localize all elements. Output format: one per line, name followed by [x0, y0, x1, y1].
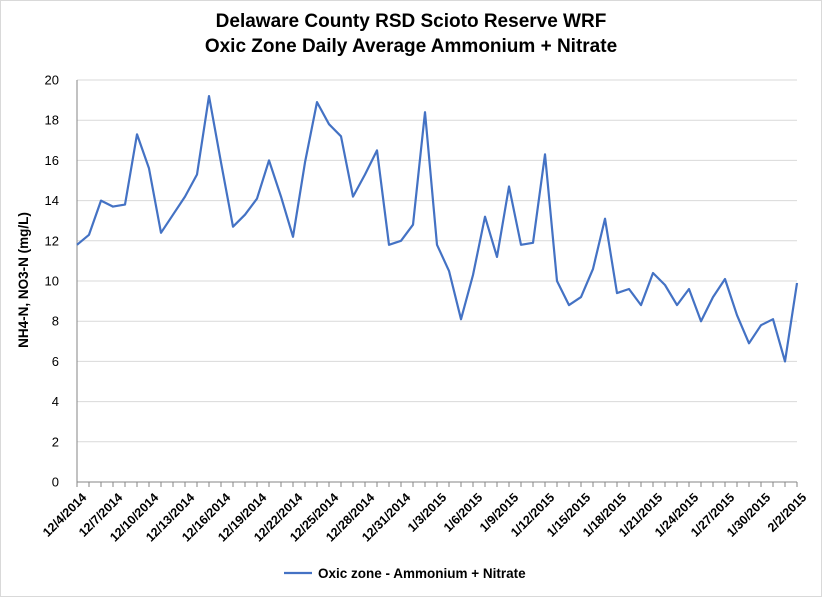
x-axis-ticks: 12/4/201412/7/201412/10/201412/13/201412… [40, 482, 809, 545]
y-tick-label: 20 [45, 73, 59, 88]
y-tick-label: 8 [52, 314, 59, 329]
y-tick-label: 0 [52, 475, 59, 490]
legend-label: Oxic zone - Ammonium + Nitrate [318, 566, 526, 581]
chart-title: Delaware County RSD Scioto Reserve WRF [215, 11, 607, 32]
y-tick-label: 16 [45, 153, 59, 168]
gridlines [77, 79, 797, 443]
y-tick-label: 12 [45, 233, 59, 248]
y-tick-label: 6 [52, 354, 59, 369]
y-tick-label: 4 [52, 394, 59, 409]
y-tick-label: 10 [45, 274, 59, 289]
x-tick-label: 2/2/2015 [765, 490, 809, 534]
x-tick-label: 1/6/2015 [441, 490, 485, 534]
series-line [76, 94, 799, 363]
y-axis-label: NH4-N, NO3-N (mg/L) [16, 212, 31, 348]
x-tick-label: 1/3/2015 [405, 490, 449, 534]
chart-subtitle: Oxic Zone Daily Average Ammonium + Nitra… [204, 36, 618, 57]
series-group [76, 94, 799, 363]
y-tick-label: 18 [45, 113, 59, 128]
y-tick-label: 14 [45, 193, 59, 208]
legend: Oxic zone - Ammonium + Nitrate [284, 566, 526, 581]
y-axis-ticks: 0 2 4 6 8 10 12 14 16 18 20 [45, 73, 59, 490]
y-tick-label: 2 [52, 434, 59, 449]
